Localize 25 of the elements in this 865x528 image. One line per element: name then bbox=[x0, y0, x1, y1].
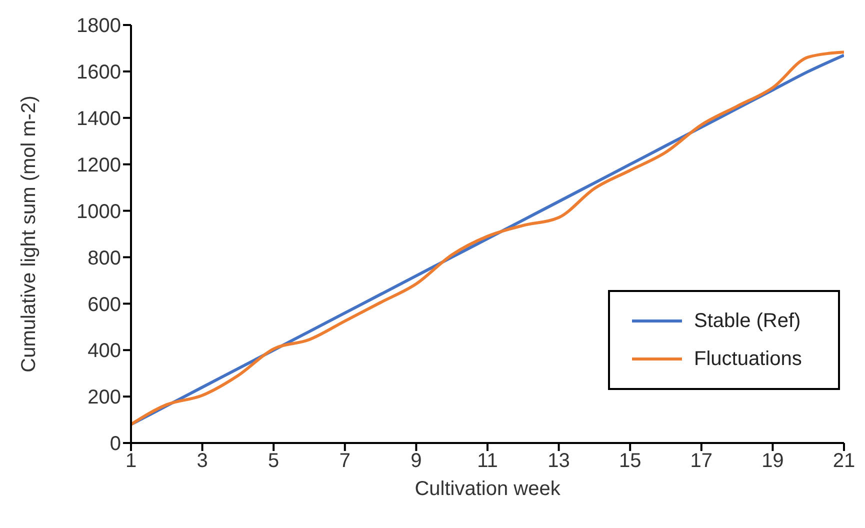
x-tick-label: 13 bbox=[548, 450, 570, 472]
x-axis-title: Cultivation week bbox=[414, 478, 562, 500]
x-tick-label: 19 bbox=[762, 450, 784, 472]
x-tick-label: 15 bbox=[618, 450, 642, 472]
x-tick-label: 5 bbox=[268, 450, 280, 472]
x-tick-label: 7 bbox=[339, 450, 350, 472]
legend-label: Stable (Ref) bbox=[694, 310, 801, 332]
y-tick-label: 1800 bbox=[76, 15, 121, 38]
x-tick-label: 11 bbox=[477, 450, 498, 472]
y-tick-label: 1400 bbox=[76, 108, 121, 130]
x-tick-label: 3 bbox=[196, 450, 208, 472]
y-axis-title: Cumulative light sum (mol m-2) bbox=[18, 96, 40, 372]
x-tick-label: 21 bbox=[832, 450, 856, 472]
y-tick-label: 600 bbox=[88, 294, 121, 316]
x-tick-label: 1 bbox=[125, 450, 137, 472]
y-tick-label: 200 bbox=[88, 386, 121, 409]
y-tick-label: 1600 bbox=[76, 62, 121, 84]
y-tick-label: 800 bbox=[88, 247, 121, 270]
x-tick-label: 9 bbox=[410, 450, 422, 472]
y-tick-label: 400 bbox=[88, 340, 121, 362]
y-tick-label: 0 bbox=[110, 433, 121, 456]
x-tick-label: 17 bbox=[690, 450, 713, 472]
y-tick-label: 1200 bbox=[76, 154, 121, 176]
y-tick-label: 1000 bbox=[76, 200, 121, 223]
legend-label: Fluctuations bbox=[694, 348, 802, 370]
